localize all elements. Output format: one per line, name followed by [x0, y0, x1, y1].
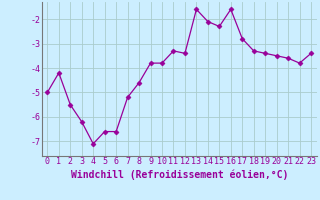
X-axis label: Windchill (Refroidissement éolien,°C): Windchill (Refroidissement éolien,°C): [70, 169, 288, 180]
